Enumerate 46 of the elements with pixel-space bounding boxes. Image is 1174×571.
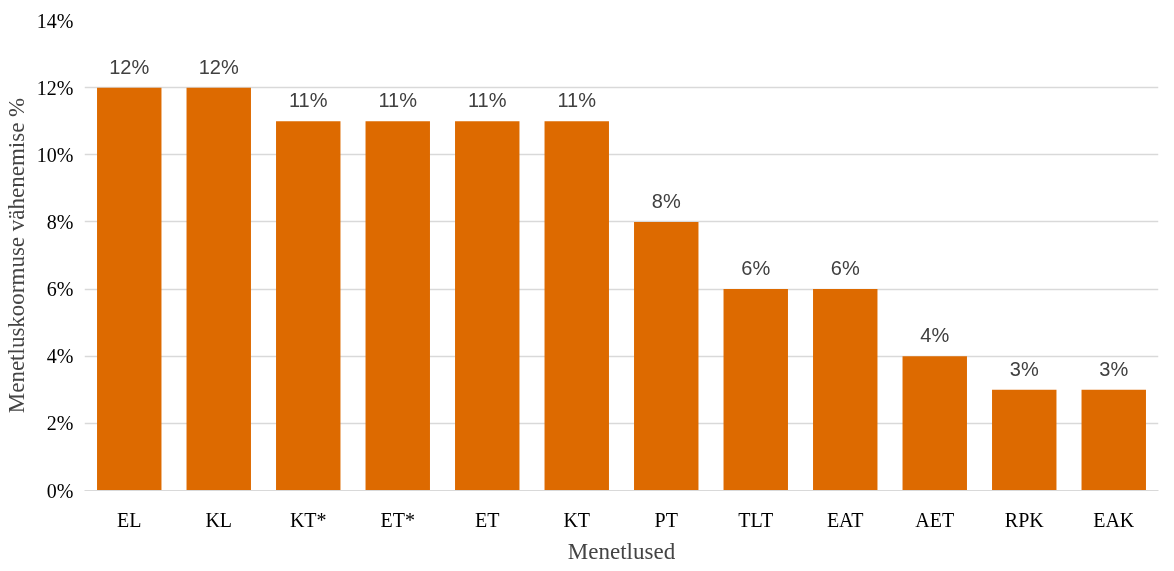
y-tick-label: 4% bbox=[46, 345, 74, 368]
data-label: 11% bbox=[378, 89, 418, 112]
x-tick-label: EL bbox=[117, 508, 142, 531]
x-tick-label: ET* bbox=[380, 508, 415, 531]
y-axis-title: Menetluskoormuse vähenemise % bbox=[3, 97, 29, 414]
data-label: 3% bbox=[1009, 357, 1039, 380]
bar bbox=[365, 121, 430, 491]
data-label: 6% bbox=[830, 257, 860, 280]
data-label: 3% bbox=[1099, 357, 1129, 380]
x-tick-label: KT* bbox=[289, 508, 327, 531]
data-label: 11% bbox=[467, 89, 507, 112]
x-tick-label: AET bbox=[915, 508, 955, 531]
y-tick-label: 2% bbox=[46, 412, 74, 435]
data-label: 11% bbox=[288, 89, 328, 112]
y-tick-label: 8% bbox=[46, 210, 74, 233]
bar bbox=[455, 121, 520, 491]
y-tick-label: 14% bbox=[36, 9, 74, 32]
x-tick-label: ET bbox=[475, 508, 500, 531]
bar bbox=[186, 87, 251, 491]
bar bbox=[992, 389, 1057, 491]
x-axis-title: Menetlused bbox=[567, 538, 676, 564]
y-tick-label: 0% bbox=[46, 479, 74, 502]
x-tick-label: KL bbox=[205, 508, 233, 531]
bar bbox=[276, 121, 341, 491]
y-tick-label: 6% bbox=[46, 278, 74, 301]
bar bbox=[1081, 389, 1146, 491]
data-label: 6% bbox=[741, 257, 771, 280]
data-label: 4% bbox=[920, 324, 950, 347]
x-tick-label: PT bbox=[654, 508, 678, 531]
data-label: 8% bbox=[651, 189, 681, 212]
x-tick-label: EAK bbox=[1093, 508, 1135, 531]
bar bbox=[902, 356, 967, 491]
data-label: 12% bbox=[198, 55, 239, 78]
x-tick-label: RPK bbox=[1004, 508, 1045, 531]
bar bbox=[634, 221, 699, 491]
bar bbox=[544, 121, 609, 491]
x-tick-label: EAT bbox=[826, 508, 864, 531]
x-tick-label: TLT bbox=[738, 508, 774, 531]
data-label: 11% bbox=[557, 89, 597, 112]
x-tick-label: KT bbox=[563, 508, 591, 531]
bar bbox=[723, 289, 788, 491]
bar bbox=[97, 87, 162, 491]
y-tick-label: 12% bbox=[36, 76, 74, 99]
bar bbox=[813, 289, 878, 491]
data-label: 12% bbox=[109, 55, 150, 78]
y-tick-label: 10% bbox=[36, 143, 74, 166]
